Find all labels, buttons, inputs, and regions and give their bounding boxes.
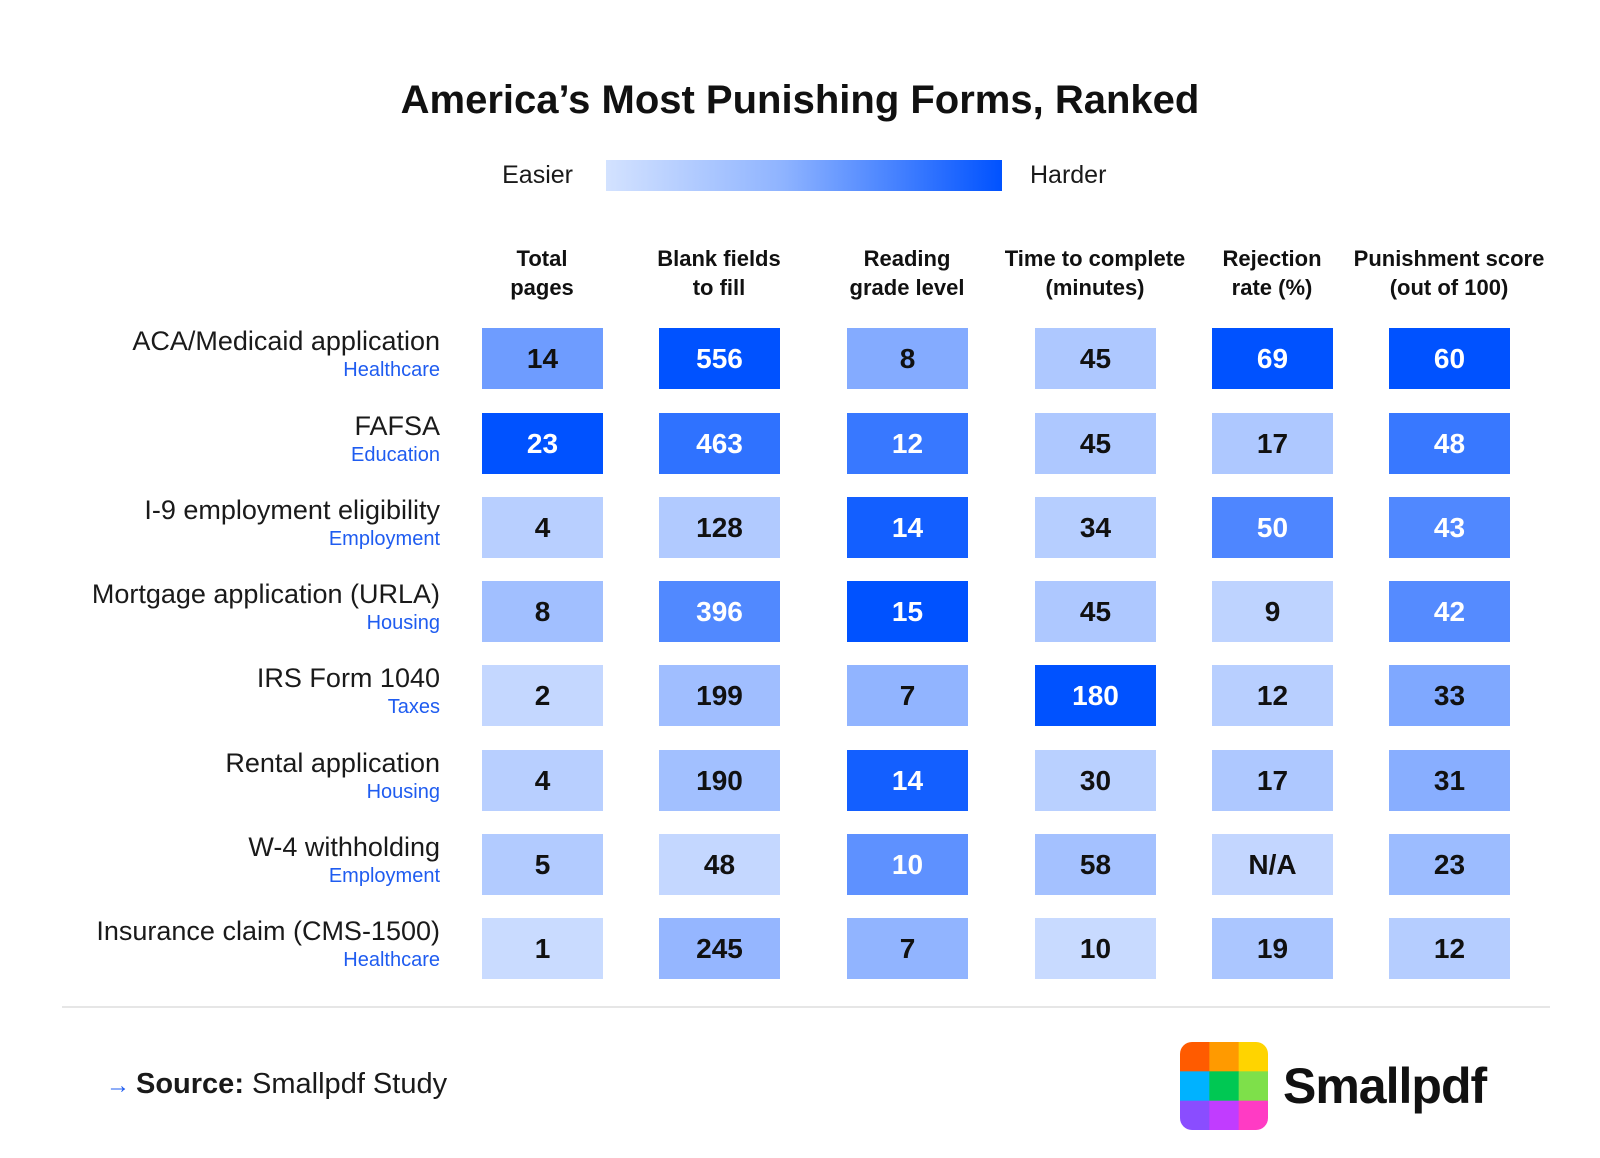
column-header: Time to complete (minutes)	[1004, 246, 1186, 300]
heatmap-cell: 58	[1035, 834, 1156, 895]
form-category: Healthcare	[343, 359, 440, 381]
row-label: W-4 withholding Employment	[20, 831, 440, 889]
form-name: Insurance claim (CMS-1500)	[96, 916, 440, 946]
heatmap-cell: 12	[1389, 918, 1510, 979]
heatmap-cell: 48	[659, 834, 780, 895]
logo-tile	[1238, 1071, 1268, 1102]
legend-max-label: Harder	[1030, 161, 1107, 189]
form-category: Education	[351, 444, 440, 466]
heatmap-cell: 31	[1389, 750, 1510, 811]
heatmap-cell: 128	[659, 497, 780, 558]
logo-tile	[1238, 1042, 1268, 1072]
heatmap-cell: 15	[847, 581, 968, 642]
form-category: Employment	[328, 528, 440, 550]
heatmap-cell: N/A	[1212, 834, 1333, 895]
heatmap-cell: 60	[1389, 328, 1510, 389]
form-name: W-4 withholding	[248, 832, 440, 862]
source-note: → Source: Smallpdf Study	[106, 1066, 447, 1104]
row-label: IRS Form 1040 Taxes	[20, 662, 440, 720]
heatmap-cell: 43	[1389, 497, 1510, 558]
column-header: Total pages	[510, 246, 574, 300]
heatmap-cell: 45	[1035, 413, 1156, 474]
heatmap-cell: 48	[1389, 413, 1510, 474]
form-category: Taxes	[387, 696, 440, 718]
heatmap-cell: 245	[659, 918, 780, 979]
row-label: Insurance claim (CMS-1500) Healthcare	[20, 915, 440, 973]
row-label: Mortgage application (URLA) Housing	[20, 578, 440, 636]
footer-divider	[62, 1006, 1550, 1008]
heatmap-cell: 69	[1212, 328, 1333, 389]
form-category: Employment	[328, 865, 440, 887]
legend-min-label: Easier	[502, 161, 573, 189]
heatmap-cell: 50	[1212, 497, 1333, 558]
column-header: Rejection rate (%)	[1222, 246, 1322, 300]
heatmap-cell: 12	[847, 413, 968, 474]
color-legend: Easier Harder	[0, 158, 1600, 192]
heatmap-cell: 42	[1389, 581, 1510, 642]
heatmap-cell: 4	[482, 750, 603, 811]
heatmap-cell: 23	[482, 413, 603, 474]
heatmap-cell: 14	[847, 497, 968, 558]
row-label: I-9 employment eligibility Employment	[20, 494, 440, 552]
heatmap-cell: 8	[482, 581, 603, 642]
heatmap-cell: 4	[482, 497, 603, 558]
heatmap-cell: 396	[659, 581, 780, 642]
logo-tile	[1209, 1071, 1240, 1102]
heatmap-cell: 33	[1389, 665, 1510, 726]
heatmap-cell: 190	[659, 750, 780, 811]
heatmap-cell: 7	[847, 665, 968, 726]
heatmap-cell: 556	[659, 328, 780, 389]
heatmap-cell: 10	[847, 834, 968, 895]
heatmap-cell: 199	[659, 665, 780, 726]
logo-tile	[1180, 1100, 1210, 1130]
heatmap-cell: 45	[1035, 328, 1156, 389]
source-label: Source:	[136, 1068, 244, 1100]
form-name: Rental application	[225, 748, 440, 778]
column-header: Punishment score (out of 100)	[1353, 246, 1545, 300]
heatmap-cell: 19	[1212, 918, 1333, 979]
chart-title: America’s Most Punishing Forms, Ranked	[400, 78, 1200, 122]
heatmap-cell: 14	[482, 328, 603, 389]
form-name: ACA/Medicaid application	[132, 326, 440, 356]
form-name: FAFSA	[354, 411, 440, 441]
row-label: Rental application Housing	[20, 747, 440, 805]
logo-tile	[1180, 1071, 1210, 1102]
row-label: FAFSA Education	[20, 410, 440, 468]
form-category: Housing	[366, 781, 440, 803]
logo-tile	[1209, 1042, 1240, 1072]
arrow-right-icon: →	[106, 1072, 130, 1099]
heatmap-cell: 45	[1035, 581, 1156, 642]
heatmap-cell: 2	[482, 665, 603, 726]
heatmap-cell: 23	[1389, 834, 1510, 895]
logo-tile	[1238, 1100, 1268, 1130]
heatmap-cell: 7	[847, 918, 968, 979]
column-header: Blank fields to fill	[657, 246, 781, 300]
logo-tile	[1180, 1042, 1210, 1072]
heatmap-cell: 14	[847, 750, 968, 811]
source-text: Smallpdf Study	[252, 1068, 448, 1100]
heatmap-cell: 12	[1212, 665, 1333, 726]
heatmap-cell: 17	[1212, 413, 1333, 474]
heatmap-cell: 9	[1212, 581, 1333, 642]
column-header: Reading grade level	[849, 246, 965, 300]
heatmap-cell: 463	[659, 413, 780, 474]
form-name: I-9 employment eligibility	[144, 495, 440, 525]
heatmap-cell: 34	[1035, 497, 1156, 558]
heatmap-cell: 17	[1212, 750, 1333, 811]
form-category: Housing	[366, 612, 440, 634]
smallpdf-logo-icon	[1180, 1042, 1268, 1130]
logo-tile	[1209, 1100, 1240, 1130]
legend-gradient-bar	[606, 160, 1002, 191]
heatmap-cell: 8	[847, 328, 968, 389]
heatmap-cell: 1	[482, 918, 603, 979]
heatmap-cell: 5	[482, 834, 603, 895]
heatmap-cell: 180	[1035, 665, 1156, 726]
form-name: IRS Form 1040	[256, 663, 440, 693]
heatmap-cell: 10	[1035, 918, 1156, 979]
form-category: Healthcare	[343, 949, 440, 971]
heatmap-cell: 30	[1035, 750, 1156, 811]
brand-name: Smallpdf	[1283, 1058, 1487, 1114]
row-label: ACA/Medicaid application Healthcare	[20, 325, 440, 383]
form-name: Mortgage application (URLA)	[91, 579, 440, 609]
